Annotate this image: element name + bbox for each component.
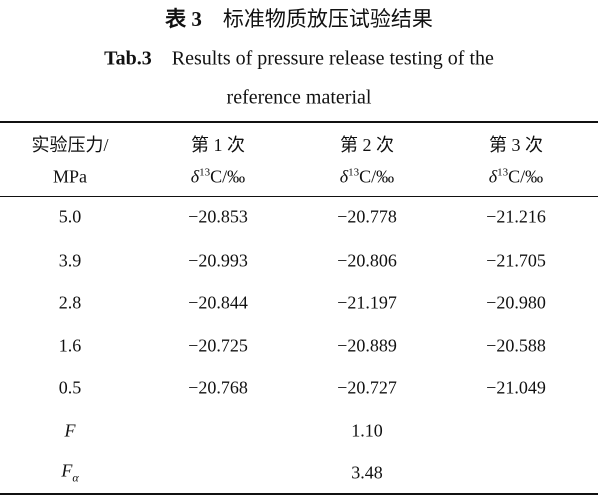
unit-symbol: δ [190, 166, 200, 187]
stat-symbol: F [61, 460, 73, 481]
header-cell: 第 3 次 [489, 135, 543, 155]
top-rule [0, 121, 598, 123]
cell: −20.768 [188, 377, 248, 398]
caption: 表 3 标准物质放压试验结果 [165, 3, 433, 33]
unit-rest: C/‰ [359, 166, 395, 187]
header-unit: δ13C/‰ [489, 167, 543, 188]
caption-title: 标准物质放压试验结果 [222, 7, 433, 31]
cell: −20.778 [337, 206, 397, 227]
cell: −21.216 [486, 206, 546, 227]
cell: −21.197 [337, 292, 397, 313]
caption-label: 表 3 [165, 7, 202, 31]
cell: −20.725 [188, 335, 248, 356]
cell: −20.889 [337, 335, 397, 356]
caption-en-title: Results of pressure release testing of t… [171, 47, 494, 70]
stat-label: Fα [61, 461, 78, 486]
stat-sub: α [72, 470, 79, 485]
cell: 0.5 [58, 377, 82, 398]
header-cell: 第 1 次 [191, 135, 245, 155]
header-cell: MPa [52, 166, 88, 187]
stat-symbol: F [64, 420, 76, 441]
caption-en-title: reference material [226, 86, 372, 109]
cell: 2.8 [58, 292, 82, 313]
cell: −20.806 [337, 250, 397, 271]
unit-symbol: δ [488, 166, 498, 187]
unit-sup: 13 [348, 166, 360, 179]
cell: −20.853 [188, 206, 248, 227]
cell: −20.727 [337, 377, 397, 398]
cell: −20.993 [188, 250, 248, 271]
cell: −20.980 [486, 292, 546, 313]
cell: −20.588 [486, 335, 546, 356]
caption-en: Tab.3 Results of pressure release testin… [104, 48, 494, 71]
header-rule [0, 196, 598, 197]
cell: −21.049 [486, 377, 546, 398]
stat-value: 3.48 [351, 462, 383, 483]
cell: 1.6 [58, 335, 82, 356]
cell: 3.9 [58, 250, 82, 271]
unit-rest: C/‰ [508, 166, 544, 187]
caption-en-label: Tab.3 [104, 47, 152, 70]
header-unit: δ13C/‰ [340, 167, 394, 188]
unit-sup: 13 [497, 166, 509, 179]
unit-sup: 13 [199, 166, 211, 179]
cell: −20.844 [188, 292, 248, 313]
unit-symbol: δ [339, 166, 349, 187]
bottom-rule [0, 493, 598, 495]
cell: 5.0 [58, 206, 82, 227]
header-cell: 第 2 次 [340, 135, 394, 155]
header-unit: δ13C/‰ [191, 167, 245, 188]
header-cell: 实验压力/ [31, 135, 109, 155]
stat-label: F [65, 421, 76, 442]
unit-rest: C/‰ [210, 166, 246, 187]
stat-value: 1.10 [351, 420, 383, 441]
cell: −21.705 [486, 250, 546, 271]
